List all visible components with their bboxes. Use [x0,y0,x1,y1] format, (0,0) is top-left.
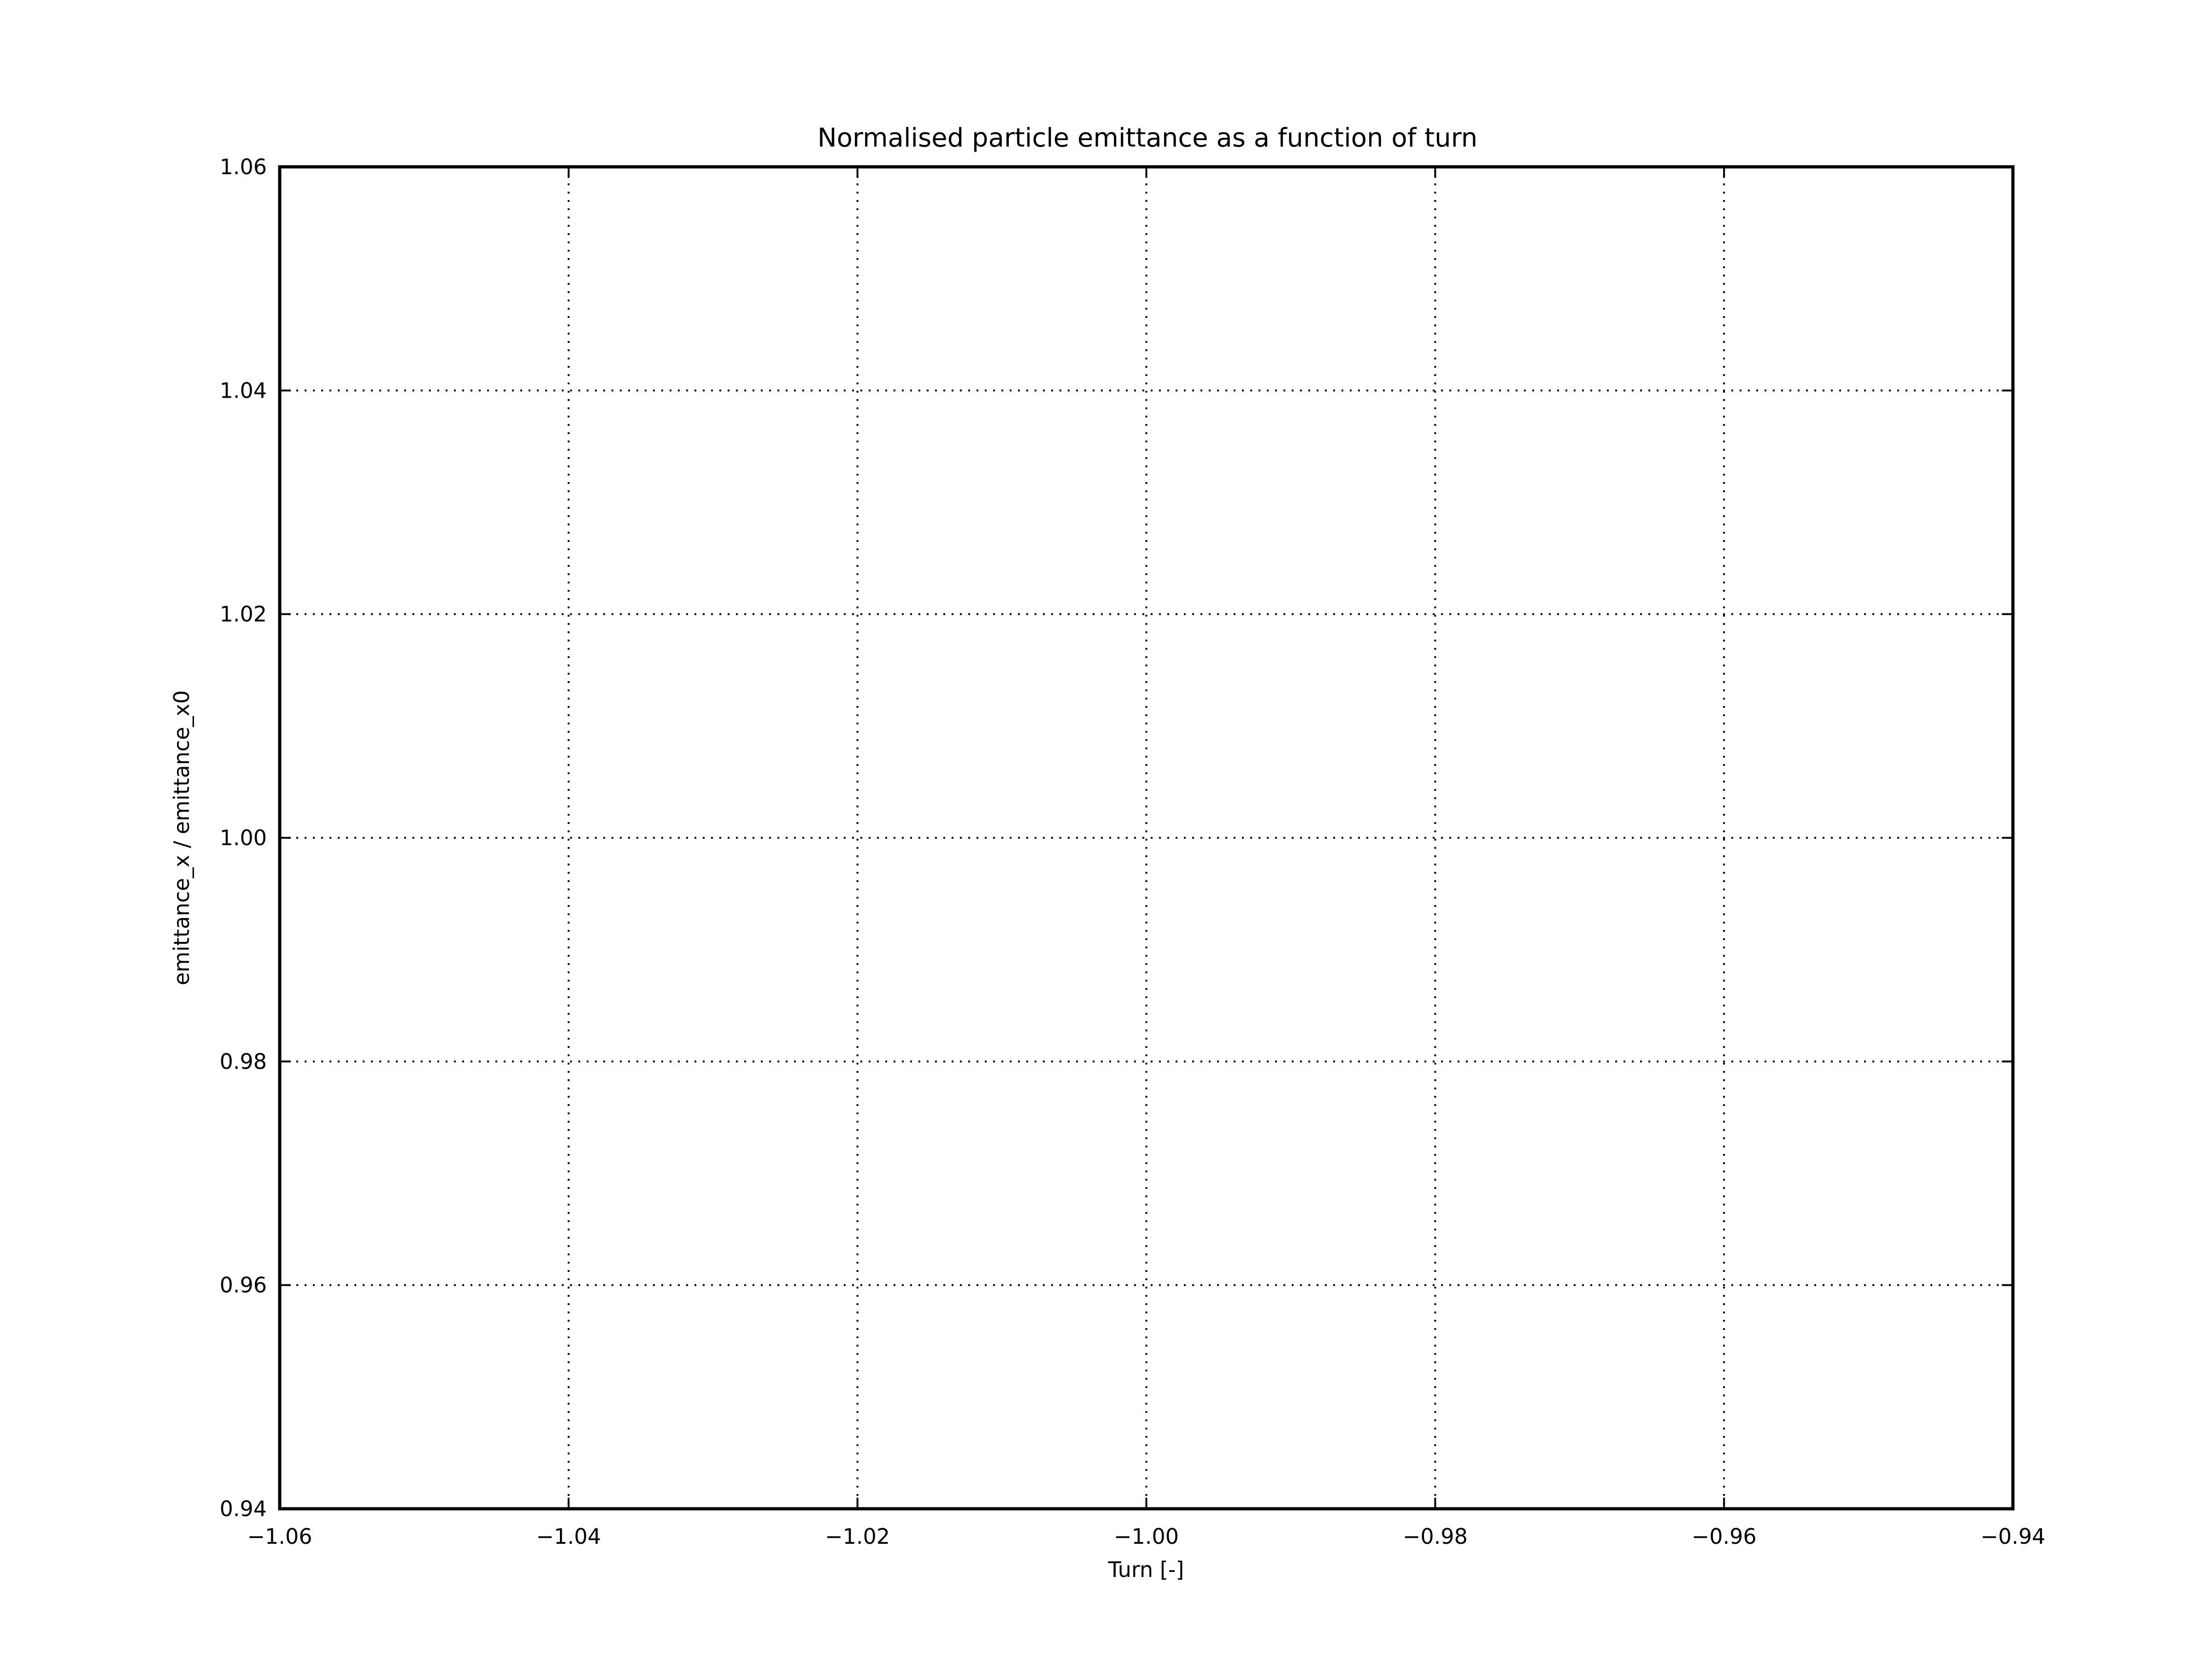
y-tick-label: 0.98 [220,1049,267,1074]
y-tick-label: 1.02 [220,602,267,627]
y-tick-label: 0.96 [220,1273,267,1298]
plot-frame [278,165,2015,1511]
y-tick-label: 1.06 [220,154,267,179]
x-tick-label: −0.96 [1692,1524,1757,1549]
y-tick-label: 1.04 [220,378,267,403]
x-tick-labels: −1.06 −1.04 −1.02 −1.00 −0.98 −0.96 −0.94 [247,1524,2046,1549]
x-tick-label: −1.06 [247,1524,312,1549]
chart-title: Normalised particle emittance as a funct… [818,123,1477,153]
y-tick-labels: 0.94 0.96 0.98 1.00 1.02 1.04 1.06 [220,154,267,1521]
grid-lines [280,167,2013,1509]
x-tick-label: −1.02 [825,1524,890,1549]
y-tick-label: 1.00 [220,825,267,850]
x-tick-label: −0.98 [1403,1524,1468,1549]
x-axis-title: Turn [-] [1108,1557,1184,1582]
y-tick-label: 0.94 [220,1496,267,1521]
x-tick-label: −1.04 [536,1524,601,1549]
x-tick-label: −0.94 [1981,1524,2046,1549]
x-tick-label: −1.00 [1114,1524,1179,1549]
y-axis-title: emittance_x / emittance_x0 [169,690,194,985]
